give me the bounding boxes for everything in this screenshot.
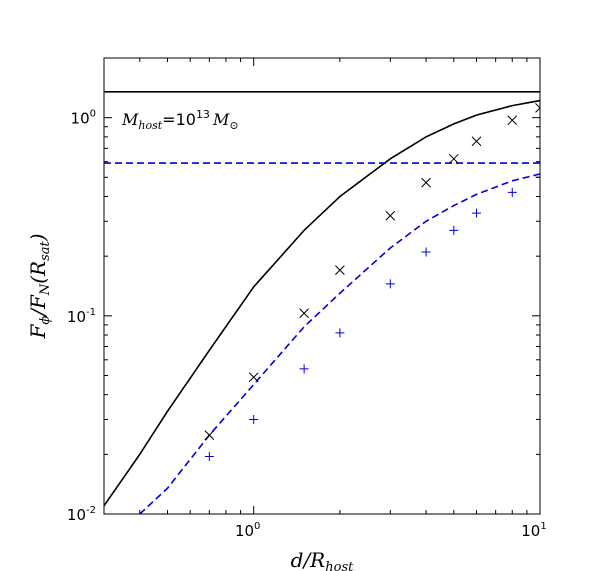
- y-tick-label: 100: [71, 109, 96, 128]
- x-marker: [535, 103, 540, 113]
- plus-marker: [249, 414, 259, 424]
- plus-marker: [449, 225, 459, 235]
- plus-marker: [385, 279, 395, 289]
- x-marker: [299, 308, 309, 319]
- blue-plus-markers: [204, 172, 540, 462]
- y-axis-label: Fϕ/FN(Rsat): [26, 233, 53, 339]
- plot-content: [104, 91, 540, 514]
- plot-frame: [103, 57, 541, 515]
- plus-marker: [471, 208, 481, 218]
- black-solid-curve: [104, 99, 540, 507]
- x-tick-label: 101: [521, 521, 546, 540]
- x-marker: [204, 430, 215, 440]
- mass-annotation: Mhost=1013 M⊙: [121, 108, 239, 132]
- x-marker: [471, 136, 482, 147]
- plus-marker: [204, 452, 214, 462]
- x-axis-label: d/Rhost: [291, 548, 354, 571]
- tick-labels: 100 101 10-2 10-1 100: [67, 109, 547, 540]
- black-x-markers: [204, 103, 540, 440]
- x-tick-label: 100: [235, 521, 260, 540]
- x-marker: [421, 177, 431, 188]
- plus-marker: [421, 247, 431, 257]
- plus-marker: [507, 187, 517, 197]
- plus-marker: [299, 364, 309, 374]
- blue-dashed-curve: [139, 173, 540, 514]
- y-tick-label: 10-1: [67, 307, 96, 326]
- x-marker: [385, 210, 396, 221]
- x-marker: [448, 153, 459, 164]
- x-marker: [248, 372, 259, 383]
- ticks: [103, 57, 541, 515]
- y-tick-label: 10-2: [67, 505, 96, 524]
- x-marker: [335, 265, 345, 276]
- plus-marker: [335, 328, 345, 338]
- x-marker: [507, 115, 518, 126]
